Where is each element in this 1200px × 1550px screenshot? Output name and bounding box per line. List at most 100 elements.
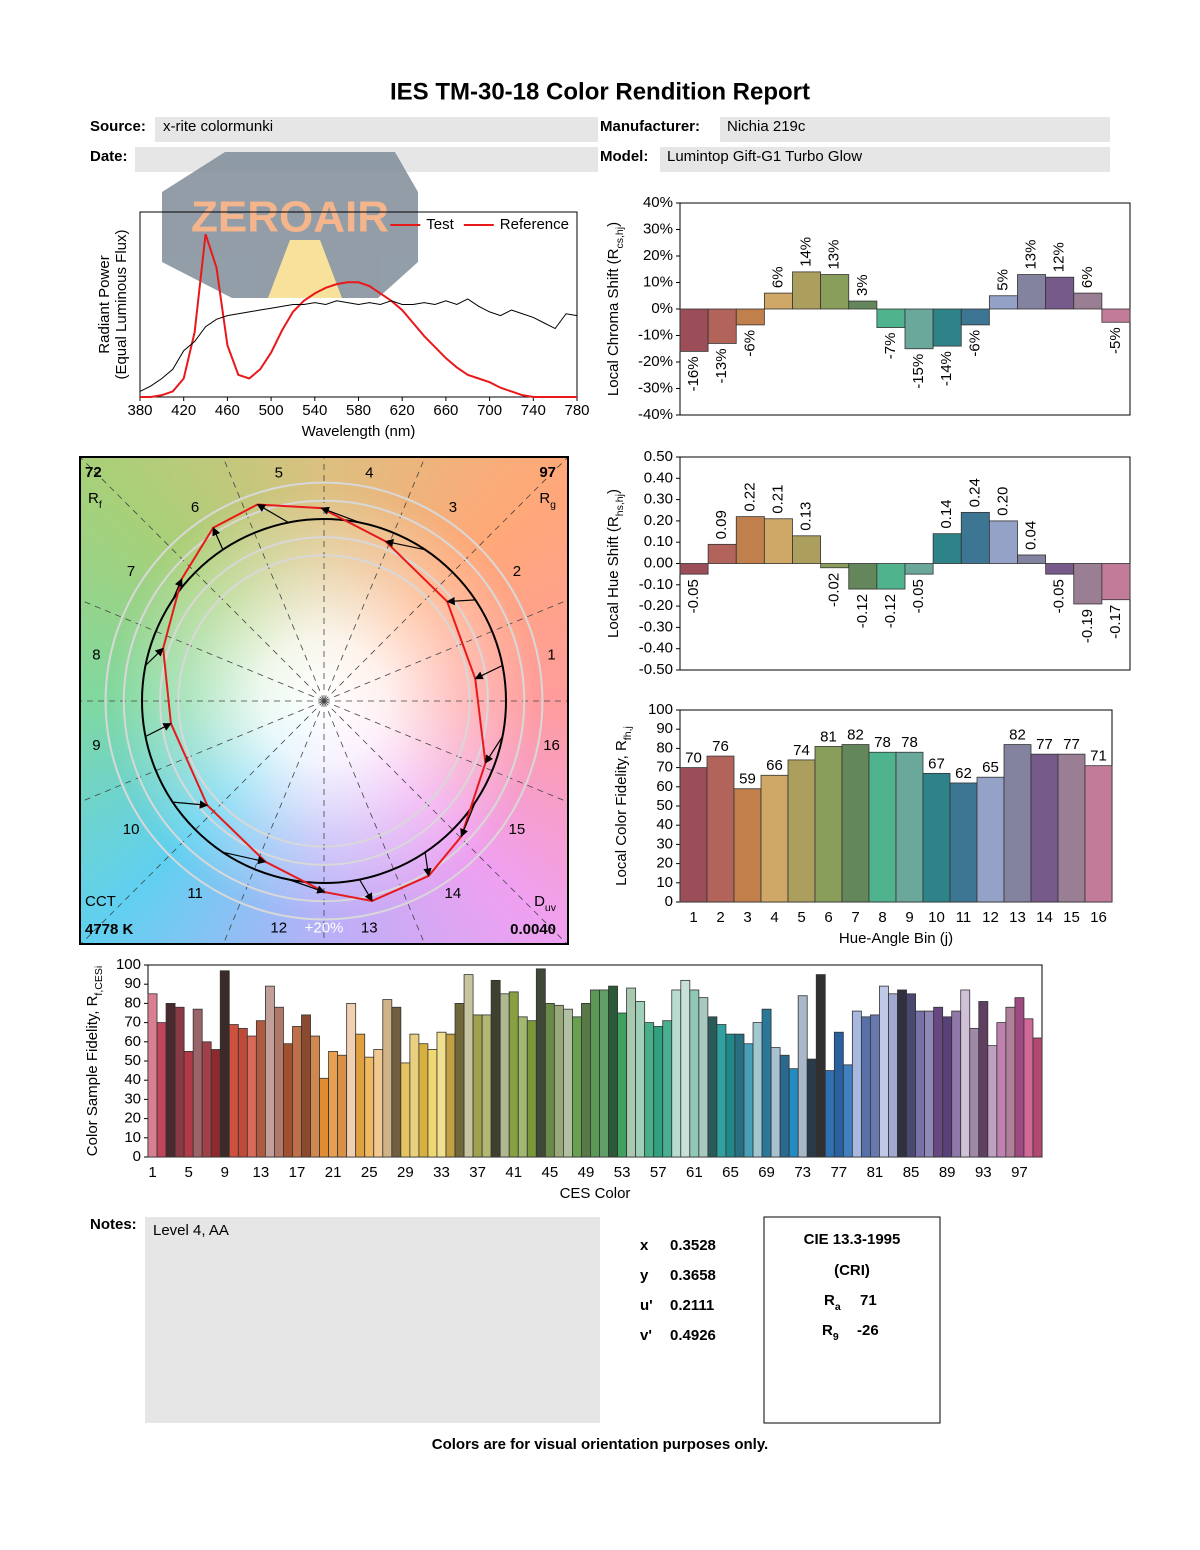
bar — [445, 1033, 456, 1158]
watermark: ZEROAIR — [162, 152, 418, 298]
chromaticity-label: y — [640, 1267, 649, 1284]
duv-label-part: D — [534, 893, 545, 910]
bar — [779, 1054, 790, 1158]
x-tick-label: 740 — [521, 402, 546, 419]
bar — [1073, 292, 1103, 310]
shift-arrow — [474, 664, 503, 680]
value-label: 6% — [1079, 266, 1096, 288]
legend-label: Reference — [500, 216, 569, 233]
shift-arrow — [423, 852, 432, 877]
value-label: 3% — [854, 274, 871, 296]
value-label: 0.13 — [798, 502, 815, 531]
x-tick-label: 25 — [361, 1164, 378, 1181]
value-label: 65 — [982, 759, 999, 776]
x-tick-label: 700 — [477, 402, 502, 419]
bar — [508, 991, 519, 1158]
bar — [904, 563, 934, 575]
x-tick-label: 65 — [722, 1164, 739, 1181]
bar — [219, 970, 230, 1158]
value-label: 71 — [1090, 748, 1107, 765]
bin-label: 1 — [547, 647, 555, 664]
value-label: 59 — [739, 771, 756, 788]
bar — [679, 308, 709, 352]
y-tick-label: 40 — [656, 816, 673, 833]
value-label: 77 — [1063, 736, 1080, 753]
chromaticity-label: v' — [640, 1327, 652, 1344]
value-label: 0.14 — [938, 499, 955, 528]
y-tick-label: -40% — [638, 406, 673, 423]
bar — [490, 979, 501, 1158]
rf-label-part: f — [99, 499, 102, 511]
bar — [679, 767, 708, 903]
bar — [382, 999, 393, 1158]
y-tick-label: 0.50 — [644, 448, 673, 465]
shift-arrow — [358, 879, 373, 902]
bar — [1073, 563, 1103, 605]
bar — [689, 989, 700, 1158]
bar — [814, 746, 843, 903]
value-label: -15% — [910, 354, 927, 389]
y-tick-label: 20 — [656, 855, 673, 872]
value-label: -13% — [713, 348, 730, 383]
x-tick-label: 7 — [851, 909, 859, 926]
bar — [787, 759, 816, 903]
bar — [978, 1001, 989, 1158]
shift-arrow — [460, 801, 476, 838]
bar — [716, 1024, 727, 1158]
y-tick-label: 30% — [643, 220, 673, 237]
y-tick-label: 40% — [643, 194, 673, 211]
bar — [888, 993, 898, 1158]
fidelity-ring — [159, 536, 489, 866]
y-tick-label: 10 — [124, 1129, 141, 1146]
value-label: 82 — [847, 727, 864, 744]
value-label: -0.05 — [910, 579, 927, 613]
bar — [915, 1010, 926, 1158]
bar — [851, 1010, 862, 1158]
bar — [1005, 1006, 1016, 1158]
bar — [319, 1077, 330, 1158]
x-tick-label: 33 — [433, 1164, 450, 1181]
y-axis-label-part: ) — [605, 222, 622, 227]
y-tick-label: 0.00 — [644, 554, 673, 571]
notes-field — [145, 1217, 600, 1423]
x-tick-label: 2 — [716, 909, 724, 926]
bar — [463, 974, 474, 1158]
y-tick-label: 0% — [651, 300, 673, 317]
bar — [895, 751, 924, 903]
bar — [960, 308, 990, 326]
bar — [1003, 744, 1032, 903]
x-tick-label: 14 — [1036, 909, 1053, 926]
bin-label: 13 — [361, 920, 378, 937]
x-tick-label: 5 — [797, 909, 805, 926]
shift-arrow — [320, 506, 360, 524]
x-tick-label: 69 — [758, 1164, 775, 1181]
bar — [707, 543, 737, 564]
bin-label: 16 — [543, 737, 560, 754]
bar — [400, 1062, 411, 1158]
y-tick-label: 70 — [124, 1014, 141, 1031]
bar — [391, 1006, 402, 1158]
bin-label: 4 — [365, 464, 373, 481]
bar — [706, 755, 735, 903]
value-label: 77 — [1036, 736, 1053, 753]
cri-r9-sub: 9 — [833, 1331, 839, 1343]
value-label: -0.12 — [882, 594, 899, 628]
bar — [841, 744, 870, 903]
bar — [301, 1014, 311, 1158]
rg-label-part: R — [539, 490, 550, 507]
y-tick-label: 90 — [656, 720, 673, 737]
bar — [922, 772, 951, 903]
cct-value: 4778 K — [85, 921, 134, 938]
bar — [679, 563, 709, 575]
bar — [617, 1012, 628, 1158]
y-tick-label: 80 — [656, 739, 673, 756]
value-label: 12% — [1051, 242, 1068, 272]
source-value: x-rite colormunki — [163, 118, 273, 135]
bar — [942, 1016, 953, 1158]
bar — [436, 1031, 447, 1158]
x-tick-label: 4 — [770, 909, 778, 926]
bar — [743, 1043, 754, 1158]
bar — [599, 989, 609, 1158]
y-tick-label: 0 — [665, 893, 673, 910]
